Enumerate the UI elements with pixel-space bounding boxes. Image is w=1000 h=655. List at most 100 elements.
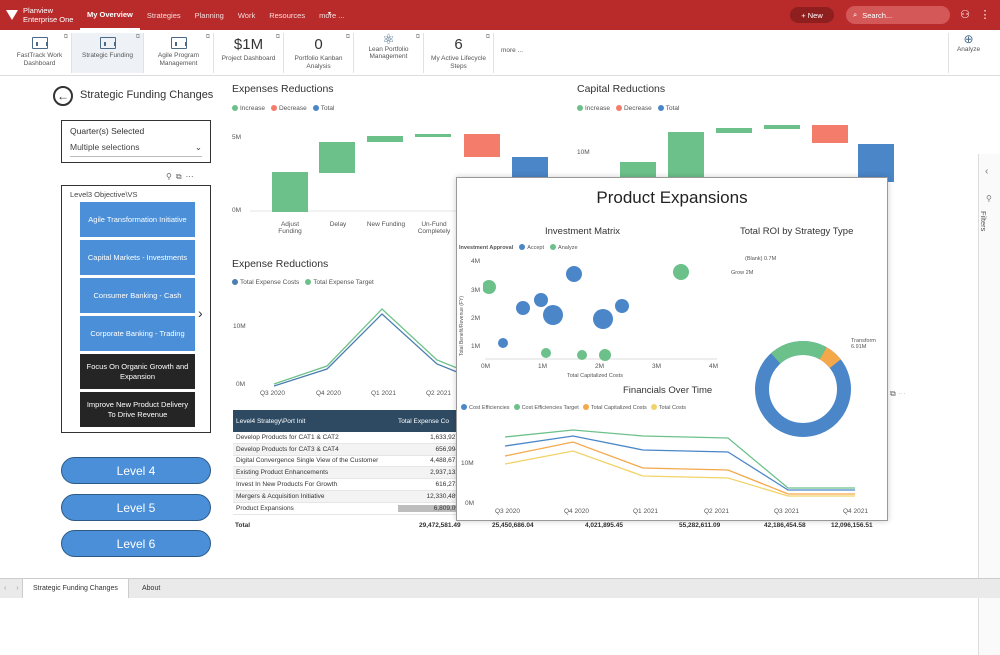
tile-project-dashboard[interactable]: ⧉ $1M Project Dashboard: [214, 33, 284, 73]
scatter-point[interactable]: [673, 264, 689, 280]
bar[interactable]: [668, 132, 704, 182]
investment-matrix-scatter: [483, 264, 717, 361]
scatter-point[interactable]: [534, 293, 548, 307]
nav-resources[interactable]: Resources: [269, 10, 306, 20]
tile-label: Lean Portfolio Management: [368, 45, 409, 61]
nav-my-overview[interactable]: My Overview: [80, 0, 140, 30]
objective-button[interactable]: Improve New Product Delivery To Drive Re…: [80, 392, 195, 427]
bar-decrease[interactable]: [464, 134, 500, 157]
bar[interactable]: [716, 128, 752, 133]
chevron-left-icon[interactable]: ‹: [985, 166, 989, 177]
y-tick: 0M: [465, 500, 475, 507]
column-header[interactable]: Total Expense Co: [398, 417, 449, 425]
tile-strategic-funding[interactable]: ⧉ Strategic Funding: [72, 33, 144, 73]
x-tick: Q1 2021: [371, 390, 396, 397]
scatter-point[interactable]: [615, 299, 629, 313]
scatter-point[interactable]: [516, 301, 530, 315]
legend-item: Total Expense Costs: [232, 279, 299, 286]
quarter-slicer[interactable]: Quarter(s) Selected Multiple selections …: [61, 120, 211, 163]
analyze-button[interactable]: ⊕ Analyze: [948, 33, 988, 73]
report-canvas: ← Strategic Funding Changes Quarter(s) S…: [0, 77, 1000, 655]
table-row[interactable]: Product Expansions 6,809,09: [233, 503, 463, 515]
visual-header-icons[interactable]: ⚲⧉⋯: [166, 172, 198, 181]
scatter-point[interactable]: [541, 348, 551, 358]
quarter-dropdown[interactable]: Multiple selections ⌄: [70, 142, 202, 157]
tab-strategic-funding-changes[interactable]: Strategic Funding Changes: [22, 579, 129, 598]
tile-agile-program[interactable]: ⧉ Agile Program Management: [144, 33, 214, 73]
legend-item: Accept: [519, 244, 544, 251]
scatter-point[interactable]: [483, 280, 496, 294]
bar[interactable]: [812, 125, 848, 143]
scatter-point[interactable]: [599, 349, 611, 361]
bar-unfund[interactable]: [415, 134, 451, 137]
search-box[interactable]: ⌕ Search...: [846, 6, 950, 24]
tab-scroll-arrows-icon[interactable]: ‹ ›: [4, 585, 23, 592]
bar-new-funding[interactable]: [367, 136, 403, 142]
tile-more[interactable]: more ...: [500, 47, 524, 54]
scatter-point[interactable]: [593, 309, 613, 329]
planview-logo[interactable]: Planview Enterprise One: [0, 6, 80, 24]
level-5-button[interactable]: Level 5: [61, 494, 211, 521]
logo-line-2: Enterprise One: [23, 15, 74, 24]
search-input[interactable]: Search...: [862, 10, 893, 20]
tile-active-lifecycle[interactable]: ⧉ 6 My Active Lifecycle Steps: [424, 33, 494, 73]
capital-reductions-legend: Increase Decrease Total: [577, 105, 680, 112]
objective-button[interactable]: Corporate Banking - Trading: [80, 316, 195, 351]
bar-adjust-funding[interactable]: [272, 172, 308, 212]
legend-item: Total Expense Target: [305, 279, 374, 286]
table-row[interactable]: Invest In New Products For Growth 616,273: [233, 479, 463, 491]
table-row[interactable]: Develop Products for CAT3 & CAT4 656,994: [233, 443, 463, 456]
filters-pane-collapsed[interactable]: ‹ ⚲: [978, 154, 1000, 655]
focus-mode-icon[interactable]: ⧉ ⋯: [890, 389, 906, 398]
nav-more[interactable]: more ...: [319, 10, 345, 20]
series-target: [273, 308, 458, 385]
user-icon[interactable]: ⚇: [960, 9, 970, 21]
level-4-button[interactable]: Level 4: [61, 457, 211, 484]
objective-button[interactable]: Consumer Banking - Cash: [80, 278, 195, 313]
bar[interactable]: [764, 125, 800, 129]
level-6-button[interactable]: Level 6: [61, 530, 211, 557]
nav-planning[interactable]: Planning: [194, 10, 224, 20]
tile-label: Strategic Funding: [82, 52, 133, 59]
donut-segment-grow[interactable]: [755, 341, 851, 437]
roi-donut-chart: [755, 341, 851, 437]
x-tick: Q3 2021: [774, 508, 799, 515]
back-arrow-icon[interactable]: ←: [53, 86, 73, 106]
table-row[interactable]: Mergers & Acquisition Initiative 12,330,4…: [233, 490, 463, 503]
table-row[interactable]: Digital Convergence Single View of the C…: [233, 456, 463, 468]
search-icon: ⌕: [853, 10, 858, 19]
tab-about[interactable]: About: [142, 585, 161, 592]
new-button[interactable]: + New: [790, 7, 834, 23]
objective-button[interactable]: Capital Markets - Investments: [80, 240, 195, 275]
scatter-point[interactable]: [577, 350, 587, 360]
y-tick: 3M: [471, 287, 481, 294]
table-row[interactable]: Existing Product Enhancements 2,937,132: [233, 467, 463, 480]
y-tick: 10M: [577, 149, 590, 156]
dashboard-icon: [170, 37, 187, 49]
tile-fasttrack[interactable]: ⧉ FastTrack Work Dashboard: [8, 33, 72, 73]
expense-line-chart: [273, 308, 458, 387]
scatter-point[interactable]: [543, 305, 563, 325]
x-tick: 2M: [595, 363, 605, 370]
nav-work[interactable]: Work: [237, 10, 256, 20]
strategy-table: Level4 Strategy\Port Init Total Expense …: [233, 410, 463, 515]
donut-label: Grow 2M: [731, 270, 754, 276]
bar-total[interactable]: [512, 157, 548, 177]
open-external-icon: ⧉: [275, 34, 280, 40]
scatter-point[interactable]: [566, 266, 582, 282]
tile-portfolio-kanban[interactable]: ⧉ 0 Portfolio Kanban Analysis: [284, 33, 354, 73]
objective-button[interactable]: Agile Transformation Initiative: [80, 202, 195, 237]
nav-strategies[interactable]: Strategies: [146, 10, 181, 20]
chevron-right-icon[interactable]: ›: [198, 305, 203, 321]
column-header[interactable]: Level4 Strategy\Port Init: [236, 417, 306, 425]
tile-lean-portfolio[interactable]: ⧉ ⚛ Lean Portfolio Management: [354, 32, 424, 73]
scatter-point[interactable]: [498, 338, 508, 348]
x-tick: Q4 2020: [564, 508, 589, 515]
objective-button[interactable]: Focus On Organic Growth and Expansion: [80, 354, 195, 389]
product-expansions-popup: Product Expansions Investment Matrix Inv…: [456, 177, 888, 521]
apps-icon[interactable]: ⋮: [979, 9, 991, 21]
table-row[interactable]: Develop Products for CAT1 & CAT2 1,633,92…: [233, 432, 463, 444]
bar-delay[interactable]: [319, 142, 355, 173]
bar[interactable]: [858, 144, 894, 182]
filters-label[interactable]: Filters: [979, 211, 988, 232]
